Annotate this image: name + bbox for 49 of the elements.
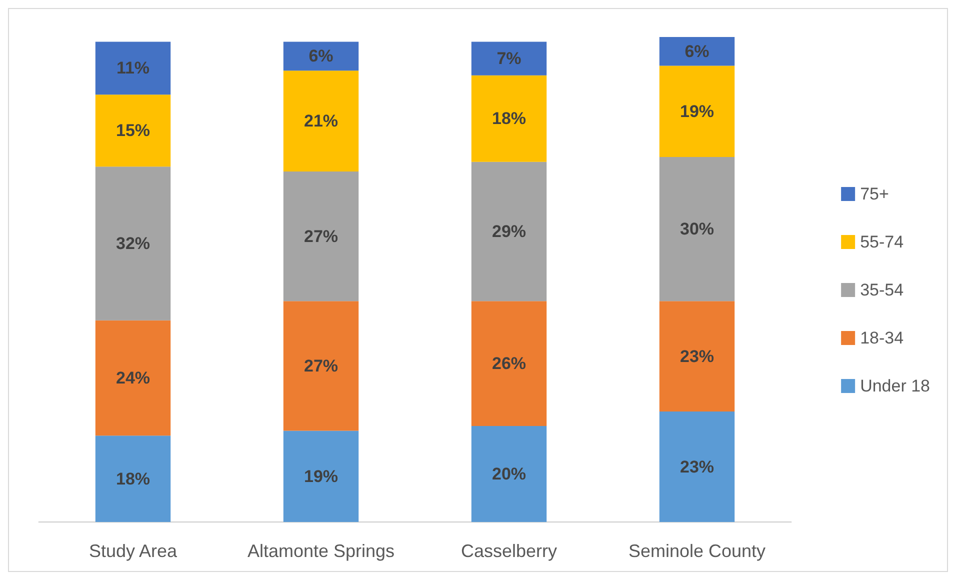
data-label: 30%	[680, 220, 714, 239]
data-label: 15%	[116, 121, 150, 140]
data-label: 26%	[492, 354, 526, 374]
x-tick-label: Seminole County	[628, 541, 766, 561]
data-label: 29%	[492, 222, 526, 241]
bar	[283, 171, 359, 302]
bar	[95, 94, 171, 167]
data-label: 19%	[680, 102, 714, 121]
data-label: 11%	[116, 58, 150, 78]
bar	[283, 42, 359, 71]
data-label: 27%	[304, 356, 338, 376]
data-label: 7%	[496, 49, 522, 68]
bar	[659, 37, 735, 66]
data-label: 18%	[492, 109, 526, 128]
data-label: 19%	[304, 466, 338, 486]
x-tick-label: Altamonte Springs	[247, 541, 395, 561]
bar	[95, 166, 171, 320]
legend-label: 75+	[860, 184, 889, 204]
x-tick-label: Casselberry	[460, 541, 558, 561]
bar	[283, 430, 359, 522]
data-label: 23%	[680, 457, 714, 476]
data-label: 21%	[304, 112, 338, 131]
legend-label: Under 18	[860, 376, 930, 396]
bar	[659, 157, 735, 302]
legend-label: 18-34	[860, 328, 904, 348]
bar	[283, 301, 359, 431]
data-label: 6%	[684, 42, 710, 61]
data-label: 20%	[492, 464, 526, 484]
bar	[283, 70, 359, 172]
x-tick-label: Study Area	[88, 541, 178, 561]
legend-label: 35-54	[860, 280, 904, 300]
bar	[659, 412, 735, 522]
bar	[471, 162, 547, 302]
data-label: 24%	[116, 368, 150, 388]
bar	[659, 66, 735, 158]
bar	[471, 42, 547, 76]
bar	[95, 320, 171, 436]
bar	[471, 426, 547, 522]
data-label: 18%	[116, 469, 150, 488]
data-label: 6%	[308, 46, 334, 66]
data-label: 27%	[304, 226, 338, 246]
legend-label: 55-74	[860, 232, 904, 252]
bar	[95, 42, 171, 95]
bar	[95, 436, 171, 522]
data-label: 23%	[680, 346, 714, 366]
data-label: 32%	[116, 234, 150, 253]
bar	[659, 301, 735, 412]
bar	[471, 75, 547, 162]
bar	[471, 301, 547, 426]
